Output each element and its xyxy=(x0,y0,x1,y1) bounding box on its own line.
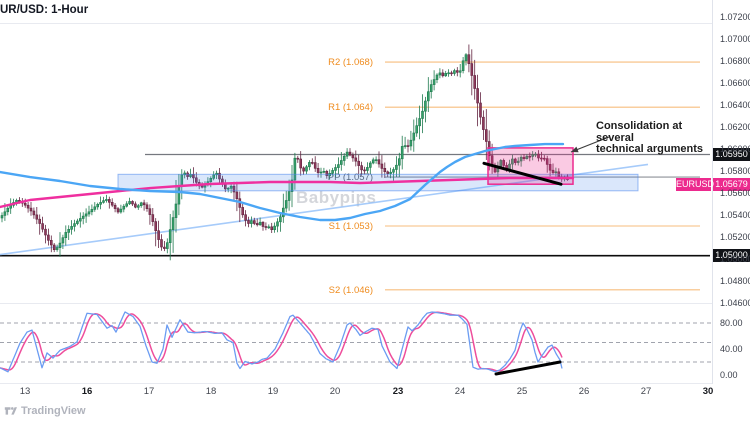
time-axis-label: 19 xyxy=(267,386,279,397)
symbol-name-label: EURUSD xyxy=(676,177,715,191)
time-axis-label: 17 xyxy=(143,386,155,397)
time-axis-label: 30 xyxy=(702,386,714,397)
price-axis-tick: 1.05000 xyxy=(720,254,750,264)
price-axis-tick: 1.05400 xyxy=(720,210,750,220)
tradingview-logo[interactable]: TradingView xyxy=(4,404,86,417)
price-axis-tick: 1.06200 xyxy=(720,122,750,132)
time-axis-label: 26 xyxy=(578,386,590,397)
tradingview-logo-text: TradingView xyxy=(21,404,86,417)
annotation-line2: technical arguments xyxy=(596,143,703,155)
price-line-label-high: 1.05950 xyxy=(713,148,750,161)
pivot-label: PP (1.057) xyxy=(328,172,373,183)
main-price-pane[interactable]: R2 (1.068) R1 (1.064) PP (1.057) S1 (1.053)… xyxy=(0,0,712,303)
pivot-label: S2 (1.046) xyxy=(329,285,373,296)
stoch-axis-tick: 40.00 xyxy=(720,344,743,354)
time-axis-label: 23 xyxy=(392,386,404,397)
time-axis-label: 16 xyxy=(81,386,93,397)
price-axis-tick: 1.05600 xyxy=(720,188,750,198)
price-axis-tick: 1.07000 xyxy=(720,34,750,44)
price-axis-tick: 1.05800 xyxy=(720,166,750,176)
time-axis-label: 24 xyxy=(454,386,466,397)
price-axis[interactable]: 1.05950 1.05000 1.05679 1.07200 1.07000 1.… xyxy=(712,0,750,400)
time-axis[interactable]: 13 16 17 18 19 20 23 24 25 26 27 30 xyxy=(0,384,750,400)
pivot-label: S1 (1.053) xyxy=(329,221,373,232)
annotation-note[interactable]: Consolidation at several technical argum… xyxy=(596,120,721,156)
pivot-label: R2 (1.068) xyxy=(328,57,373,68)
annotation-line1: Consolidation at several xyxy=(596,120,683,144)
price-axis-tick: 1.04600 xyxy=(720,298,750,308)
time-axis-label: 25 xyxy=(516,386,528,397)
time-axis-label: 13 xyxy=(19,386,31,397)
stoch-axis-tick: 80.00 xyxy=(720,318,743,328)
price-axis-tick: 1.06400 xyxy=(720,100,750,110)
time-axis-label: 27 xyxy=(640,386,652,397)
time-axis-separator-top xyxy=(0,383,750,384)
watermark: Babypips xyxy=(296,188,377,207)
page-title: UR/USD: 1-Hour xyxy=(0,4,89,16)
stochastic-pane[interactable] xyxy=(0,303,712,384)
time-axis-label: 20 xyxy=(329,386,341,397)
price-axis-tick: 1.06000 xyxy=(720,144,750,154)
pivot-label: R1 (1.064) xyxy=(328,102,373,113)
stoch-axis-tick: 0.00 xyxy=(720,370,738,380)
time-axis-label: 18 xyxy=(205,386,217,397)
price-axis-tick: 1.05200 xyxy=(720,232,750,242)
price-axis-tick: 1.06800 xyxy=(720,56,750,66)
price-axis-tick: 1.07200 xyxy=(720,12,750,22)
pane-separator xyxy=(0,303,750,304)
price-axis-tick: 1.04800 xyxy=(720,276,750,286)
price-axis-tick: 1.06600 xyxy=(720,78,750,88)
title-separator xyxy=(0,23,750,24)
price-line-label-low: 1.05000 xyxy=(713,249,750,263)
tradingview-logo-icon xyxy=(4,407,17,415)
symbol-price-label: 1.05679 xyxy=(713,177,750,191)
